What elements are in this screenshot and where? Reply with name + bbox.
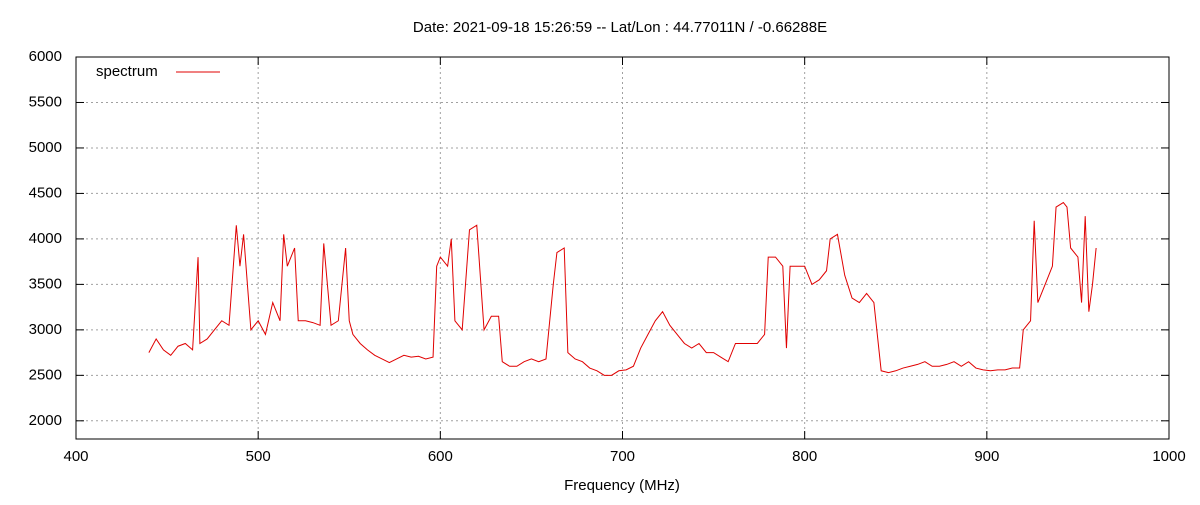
spectrum-line [148,201,1097,376]
x-tick-label: 500 [246,448,271,465]
legend-label: spectrum [96,63,158,80]
y-tick-label: 5000 [29,139,62,156]
y-tick-label: 5500 [29,93,62,110]
x-tick-label: 700 [610,448,635,465]
y-tick-label: 4500 [29,184,62,201]
x-tick-label: 800 [792,448,817,465]
x-tick-label: 1000 [1152,448,1185,465]
y-tick-label: 6000 [29,48,62,65]
y-tick-label: 3500 [29,275,62,292]
x-axis-label: Frequency (MHz) [564,477,680,494]
y-tick-label: 3000 [29,321,62,338]
x-tick-label: 900 [974,448,999,465]
y-tick-label: 4000 [29,230,62,247]
chart-title: Date: 2021-09-18 15:26:59 -- Lat/Lon : 4… [413,19,827,36]
x-tick-label: 600 [428,448,453,465]
y-tick-label: 2000 [29,412,62,429]
y-tick-label: 2500 [29,366,62,383]
x-tick-label: 400 [63,448,88,465]
plot-frame [75,56,1170,440]
